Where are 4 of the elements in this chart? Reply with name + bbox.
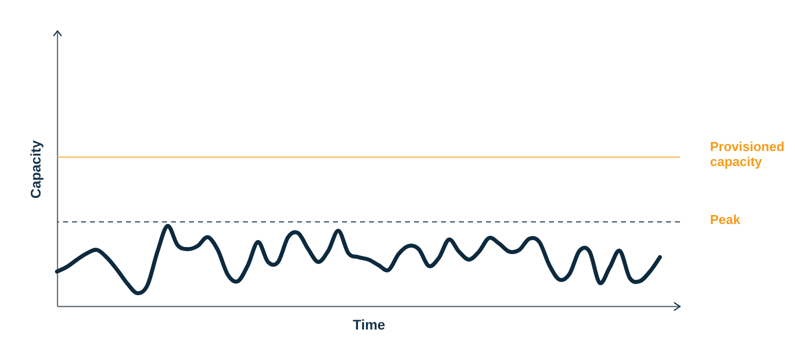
y-axis-title: Capacity — [28, 140, 44, 199]
x-axis-title: Time — [352, 316, 386, 332]
ref-line-label: Provisioned capacity — [710, 139, 784, 170]
ref-line-label: Peak — [710, 212, 742, 227]
